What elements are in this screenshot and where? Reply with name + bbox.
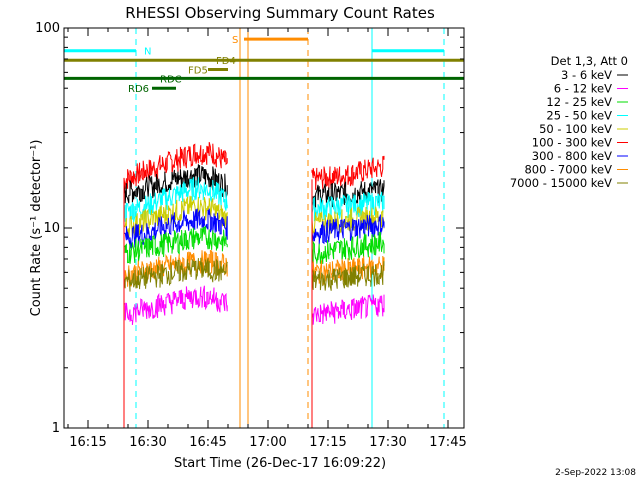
state-bar-label: N (144, 47, 151, 58)
y-axis-label: Count Rate (s⁻¹ detector⁻¹) (29, 140, 44, 317)
y-tick-label: 100 (35, 21, 60, 36)
x-tick-label: 16:30 (129, 435, 166, 450)
state-bar-label: FD5 (188, 66, 208, 77)
y-tick-label: 10 (43, 221, 60, 236)
legend-label: 50 - 100 keV (539, 122, 612, 136)
x-axis-label: Start Time (26-Dec-17 16:09:22) (174, 456, 386, 471)
state-bar-label: FD4 (216, 56, 236, 67)
axis-ticks: 1 10 100 16:15 16:30 16:45 17:00 17:15 17:30 17:4… (35, 21, 467, 450)
x-tick-label: 16:15 (69, 435, 106, 450)
state-bar-label: RD6 (128, 84, 149, 95)
legend-label: 25 - 50 keV (546, 109, 612, 123)
series-trace (123, 208, 228, 249)
legend-label: 800 - 7000 keV (524, 163, 612, 177)
legend-label: 100 - 300 keV (532, 136, 612, 150)
x-tick-label: 16:45 (189, 435, 226, 450)
legend-label: 300 - 800 keV (532, 149, 612, 163)
y-tick-label: 1 (52, 421, 60, 436)
series-trace (311, 294, 385, 325)
x-tick-label: 17:15 (309, 435, 346, 450)
series-trace (123, 195, 228, 240)
legend-label: 7000 - 15000 keV (510, 176, 612, 190)
series-trace (123, 141, 228, 189)
series-trace (123, 285, 228, 325)
footer-date: 2-Sep-2022 13:08 (555, 468, 636, 478)
legend-label: 6 - 12 keV (554, 82, 612, 96)
series-trace (123, 225, 228, 264)
state-bar-label: S (232, 35, 238, 46)
series-trace (311, 231, 385, 264)
series-trace (123, 257, 228, 292)
x-tick-label: 17:30 (369, 435, 406, 450)
series-trace (311, 155, 385, 190)
legend-label: 3 - 6 keV (561, 68, 612, 82)
series-trace (311, 191, 385, 222)
legend-title: Det 1,3, Att 0 (551, 54, 628, 68)
data-layer: N S FD4 FD5 RDC RD6 (63, 28, 464, 428)
legend-label: 12 - 25 keV (546, 95, 612, 109)
series-trace (311, 214, 385, 245)
series-trace (123, 164, 228, 204)
series-trace (311, 261, 385, 291)
x-tick-label: 17:45 (429, 435, 466, 450)
chart-title: RHESSI Observing Summary Count Rates (125, 4, 435, 22)
state-bar-label: RDC (160, 74, 182, 85)
x-tick-label: 17:00 (249, 435, 286, 450)
